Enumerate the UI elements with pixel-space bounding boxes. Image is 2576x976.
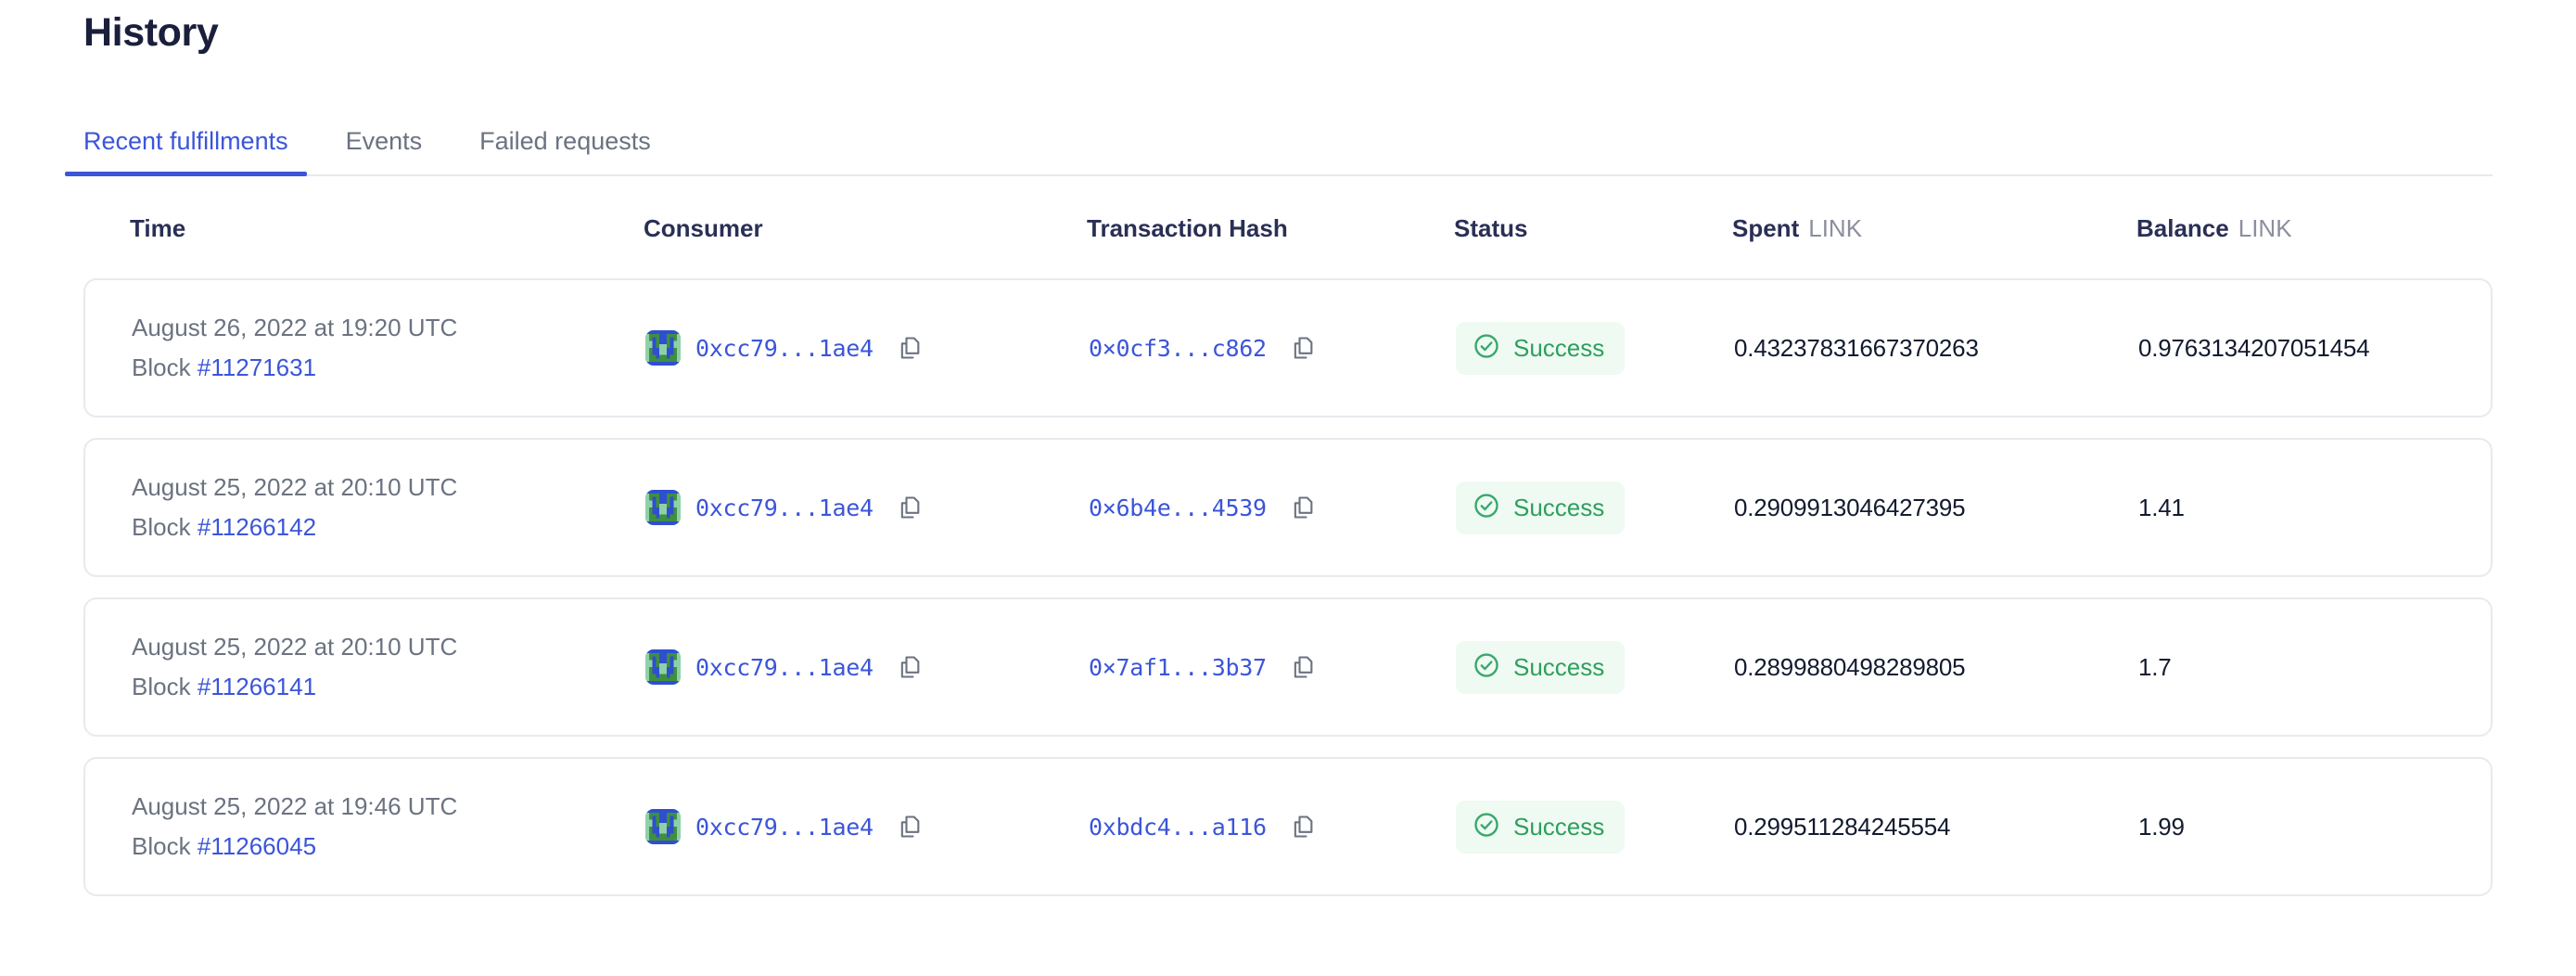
check-circle-icon bbox=[1473, 492, 1500, 524]
consumer-address-link[interactable]: 0xcc79...1ae4 bbox=[695, 494, 874, 521]
status-badge: Success bbox=[1456, 640, 1626, 694]
cell-spent: 0.299511284245554 bbox=[1734, 812, 1951, 841]
tab-events[interactable]: Events bbox=[346, 127, 423, 176]
status-badge: Success bbox=[1456, 481, 1626, 534]
cell-balance: 1.99 bbox=[2138, 812, 2185, 841]
row-timestamp: August 26, 2022 at 19:20 UTC bbox=[132, 314, 458, 341]
cell-transaction-hash: 0×6b4e...4539 bbox=[1089, 494, 1456, 521]
cell-transaction-hash: 0xbdc4...a116 bbox=[1089, 813, 1456, 841]
transaction-hash-link[interactable]: 0×0cf3...c862 bbox=[1089, 334, 1267, 362]
identicon-avatar bbox=[645, 649, 681, 685]
table-row[interactable]: August 25, 2022 at 19:46 UTC Block #1126… bbox=[83, 757, 2493, 896]
copy-transaction-hash-icon[interactable] bbox=[1289, 813, 1317, 841]
cell-time: August 26, 2022 at 19:20 UTC Block #1127… bbox=[132, 314, 645, 382]
copy-transaction-hash-icon[interactable] bbox=[1289, 653, 1317, 681]
row-block: Block #11266141 bbox=[132, 673, 645, 701]
cell-transaction-hash: 0×7af1...3b37 bbox=[1089, 653, 1456, 681]
table-row[interactable]: August 25, 2022 at 20:10 UTC Block #1126… bbox=[83, 597, 2493, 737]
status-label: Success bbox=[1513, 652, 1605, 681]
tab-bar: Recent fulfillments Events Failed reques… bbox=[65, 95, 2493, 176]
cell-balance: 1.41 bbox=[2138, 493, 2185, 521]
table-row[interactable]: August 25, 2022 at 20:10 UTC Block #1126… bbox=[83, 438, 2493, 577]
transaction-hash-link[interactable]: 0×7af1...3b37 bbox=[1089, 653, 1267, 681]
block-label: Block bbox=[132, 832, 191, 860]
block-number[interactable]: #11266045 bbox=[197, 832, 317, 860]
row-timestamp: August 25, 2022 at 19:46 UTC bbox=[132, 792, 458, 820]
transaction-hash-link[interactable]: 0×6b4e...4539 bbox=[1089, 494, 1267, 521]
fulfillments-table: Time Consumer Transaction Hash Status Sp… bbox=[83, 178, 2493, 896]
column-header-balance: Balance LINK bbox=[2136, 214, 2446, 243]
column-header-balance-label: Balance bbox=[2136, 213, 2229, 242]
consumer-address-link[interactable]: 0xcc79...1ae4 bbox=[695, 334, 874, 362]
cell-consumer: 0xcc79...1ae4 bbox=[645, 490, 1089, 525]
check-circle-icon bbox=[1473, 651, 1500, 684]
row-timestamp: August 25, 2022 at 20:10 UTC bbox=[132, 473, 458, 501]
column-header-spent-label: Spent bbox=[1732, 213, 1800, 242]
copy-transaction-hash-icon[interactable] bbox=[1289, 494, 1317, 521]
table-body: August 26, 2022 at 19:20 UTC Block #1127… bbox=[83, 278, 2493, 896]
cell-spent: 0.43237831667370263 bbox=[1734, 333, 1979, 362]
cell-status: Success bbox=[1456, 481, 1734, 534]
status-label: Success bbox=[1513, 333, 1605, 362]
cell-spent: 0.2909913046427395 bbox=[1734, 493, 1966, 521]
cell-consumer: 0xcc79...1ae4 bbox=[645, 330, 1089, 366]
cell-status: Success bbox=[1456, 321, 1734, 375]
column-header-status: Status bbox=[1454, 213, 1528, 242]
identicon-avatar bbox=[645, 809, 681, 844]
copy-consumer-icon[interactable] bbox=[896, 334, 924, 362]
block-number[interactable]: #11266141 bbox=[197, 673, 317, 700]
cell-status: Success bbox=[1456, 640, 1734, 694]
cell-spent: 0.2899880498289805 bbox=[1734, 652, 1966, 681]
identicon-avatar bbox=[645, 330, 681, 366]
copy-consumer-icon[interactable] bbox=[896, 494, 924, 521]
row-block: Block #11266142 bbox=[132, 513, 645, 542]
column-header-time: Time bbox=[130, 213, 186, 242]
column-header-consumer: Consumer bbox=[644, 213, 763, 242]
cell-time: August 25, 2022 at 20:10 UTC Block #1126… bbox=[132, 473, 645, 542]
status-label: Success bbox=[1513, 812, 1605, 841]
cell-balance: 1.7 bbox=[2138, 652, 2172, 681]
tab-recent-fulfillments[interactable]: Recent fulfillments bbox=[65, 127, 307, 176]
copy-consumer-icon[interactable] bbox=[896, 653, 924, 681]
block-label: Block bbox=[132, 513, 191, 541]
column-header-balance-unit: LINK bbox=[2238, 213, 2292, 242]
cell-status: Success bbox=[1456, 800, 1734, 854]
cell-time: August 25, 2022 at 19:46 UTC Block #1126… bbox=[132, 792, 645, 861]
cell-consumer: 0xcc79...1ae4 bbox=[645, 649, 1089, 685]
status-label: Success bbox=[1513, 493, 1605, 521]
block-number[interactable]: #11266142 bbox=[197, 513, 317, 541]
cell-transaction-hash: 0×0cf3...c862 bbox=[1089, 334, 1456, 362]
check-circle-icon bbox=[1473, 332, 1500, 365]
cell-consumer: 0xcc79...1ae4 bbox=[645, 809, 1089, 844]
cell-time: August 25, 2022 at 20:10 UTC Block #1126… bbox=[132, 633, 645, 701]
block-label: Block bbox=[132, 673, 191, 700]
table-header-row: Time Consumer Transaction Hash Status Sp… bbox=[83, 178, 2493, 278]
column-header-spent-unit: LINK bbox=[1808, 213, 1863, 242]
tab-failed-requests[interactable]: Failed requests bbox=[479, 127, 651, 176]
transaction-hash-link[interactable]: 0xbdc4...a116 bbox=[1089, 813, 1267, 841]
check-circle-icon bbox=[1473, 811, 1500, 843]
status-badge: Success bbox=[1456, 321, 1626, 375]
copy-consumer-icon[interactable] bbox=[896, 813, 924, 841]
copy-transaction-hash-icon[interactable] bbox=[1289, 334, 1317, 362]
cell-balance: 0.9763134207051454 bbox=[2138, 333, 2370, 362]
row-block: Block #11266045 bbox=[132, 832, 645, 861]
status-badge: Success bbox=[1456, 800, 1626, 854]
consumer-address-link[interactable]: 0xcc79...1ae4 bbox=[695, 813, 874, 841]
consumer-address-link[interactable]: 0xcc79...1ae4 bbox=[695, 653, 874, 681]
block-number[interactable]: #11271631 bbox=[197, 353, 317, 381]
column-header-transaction-hash: Transaction Hash bbox=[1087, 213, 1288, 242]
row-timestamp: August 25, 2022 at 20:10 UTC bbox=[132, 633, 458, 661]
column-header-spent: Spent LINK bbox=[1732, 214, 2136, 243]
row-block: Block #11271631 bbox=[132, 353, 645, 382]
table-row[interactable]: August 26, 2022 at 19:20 UTC Block #1127… bbox=[83, 278, 2493, 417]
page-title: History bbox=[83, 10, 219, 56]
block-label: Block bbox=[132, 353, 191, 381]
identicon-avatar bbox=[645, 490, 681, 525]
